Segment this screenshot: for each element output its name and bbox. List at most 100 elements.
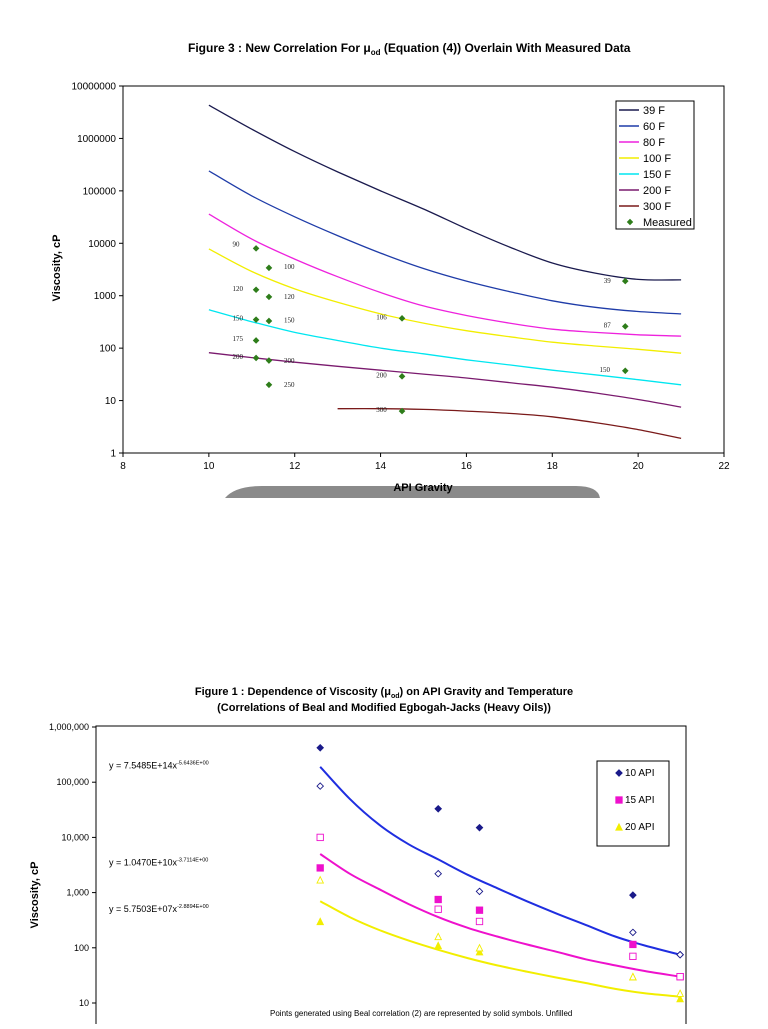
chart1-annotation-label: 250 bbox=[284, 381, 295, 389]
chart1-measured-point bbox=[265, 317, 273, 325]
chart2-equation: y = 1.0470E+10x-3.7114E+00 bbox=[109, 858, 208, 868]
chart1-measured-points bbox=[252, 245, 629, 415]
chart2-point-open-15api bbox=[316, 833, 324, 842]
chart2-point-solid-20api bbox=[475, 947, 484, 956]
chart1-x-tick-label: 16 bbox=[461, 461, 473, 472]
chart2-point-solid-20api bbox=[434, 941, 443, 950]
chart2-point-solid-10api bbox=[434, 804, 443, 813]
chart1-series-line-100f bbox=[208, 248, 682, 354]
chart1-measured-point bbox=[398, 407, 406, 415]
chart2-legend-label: 10 API bbox=[625, 768, 654, 779]
chart1-series-line-300f bbox=[337, 408, 682, 440]
chart1-annotation-label: 90 bbox=[232, 240, 240, 248]
chart2-point-open-15api bbox=[629, 952, 637, 961]
chart2-point-solid-10api bbox=[629, 891, 637, 899]
chart2-legend: 10 API 15 API 20 API bbox=[596, 760, 670, 847]
chart1-x-tick-label: 10 bbox=[203, 461, 215, 472]
chart2-legend-box bbox=[596, 760, 670, 847]
chart1-annotation-label: 87 bbox=[604, 322, 612, 330]
chart1-x-tick-label: 20 bbox=[633, 461, 645, 472]
chart1-y-tick-label: 100 bbox=[99, 344, 116, 355]
chart2-y-axis: 10 100 1,000 10,000 100,000 1,000,000 bbox=[49, 722, 96, 1008]
chart1-measured-point bbox=[621, 323, 629, 330]
chart1-y-tick-label: 10000 bbox=[88, 239, 116, 250]
chart2-point-open-15api bbox=[676, 973, 684, 981]
chart2-point-open-15api bbox=[434, 905, 442, 913]
chart1-measured-point bbox=[265, 264, 273, 272]
chart1-annotation-label: 120 bbox=[232, 285, 243, 293]
chart2-fit-line-20api bbox=[319, 900, 681, 998]
chart2-legend-label: 20 API bbox=[625, 822, 654, 833]
chart1-x-tick-label: 8 bbox=[120, 461, 126, 472]
chart1-annotations: 90 100 120 120 150 150 175 200 200 250 106 200 300 39… bbox=[232, 240, 611, 414]
chart2-legend-marker-10api bbox=[615, 769, 623, 777]
chart2-point-solid-20api bbox=[676, 994, 685, 1003]
chart2-point-open-10api bbox=[316, 782, 325, 790]
chart1-plot-area bbox=[122, 85, 725, 454]
chart2-point-solid-10api bbox=[475, 823, 484, 832]
chart1-x-axis: 8 10 12 14 16 18 20 22 bbox=[120, 453, 730, 472]
chart1-y-axis-label: Viscosity, cP bbox=[51, 235, 63, 302]
chart2-point-open-15api bbox=[475, 917, 484, 926]
chart1-y-tick-label: 1 bbox=[110, 449, 116, 460]
chart1-measured-point bbox=[621, 367, 629, 375]
chart1-overlay-bar bbox=[225, 486, 600, 498]
chart1-series-line-39f bbox=[208, 104, 682, 281]
chart2-point-solid-15api bbox=[316, 864, 324, 872]
chart2: Figure 1 : Dependence of Viscosity (μod)… bbox=[29, 686, 687, 1027]
chart1-measured-point bbox=[252, 245, 260, 252]
chart2-fit-lines bbox=[319, 766, 681, 998]
chart2-point-open-10api bbox=[475, 887, 484, 896]
chart1-series-line-80f bbox=[208, 213, 682, 337]
chart1-legend-label: Measured bbox=[643, 217, 692, 229]
chart1-annotation-label: 175 bbox=[232, 335, 243, 343]
chart1-annotation-label: 100 bbox=[284, 263, 295, 271]
chart1-x-axis-label: API Gravity bbox=[393, 482, 453, 494]
chart2-point-open-20api bbox=[434, 932, 443, 941]
chart2-point-open-10api bbox=[434, 869, 443, 878]
chart2-y-tick-label: 10,000 bbox=[61, 832, 89, 842]
chart1-legend-label: 39 F bbox=[643, 105, 665, 117]
chart1-legend-label: 200 F bbox=[643, 185, 671, 197]
chart1-x-tick-label: 14 bbox=[375, 461, 387, 472]
chart2-point-open-20api bbox=[628, 972, 637, 981]
chart1-legend-box bbox=[615, 100, 695, 230]
chart1-measured-point bbox=[621, 277, 629, 285]
chart1-x-tick-label: 22 bbox=[718, 461, 730, 472]
chart1-legend-measured-marker bbox=[626, 218, 634, 226]
chart1-annotation-label: 150 bbox=[284, 316, 295, 324]
chart1-measured-point bbox=[265, 357, 273, 364]
chart1-annotation-label: 300 bbox=[376, 406, 387, 414]
chart2-legend-marker-20api bbox=[615, 822, 623, 831]
chart1-annotation-label: 39 bbox=[604, 277, 612, 285]
chart1-legend-label: 150 F bbox=[643, 169, 671, 181]
chart2-point-solid-15api bbox=[434, 895, 442, 904]
chart1-series-line-60f bbox=[208, 170, 682, 315]
chart1-x-tick-label: 12 bbox=[289, 461, 301, 472]
chart2-point-solid-15api bbox=[475, 906, 484, 914]
chart1-annotation-label: 120 bbox=[284, 293, 295, 301]
chart1-measured-point bbox=[252, 286, 260, 294]
chart1-y-tick-label: 1000000 bbox=[77, 134, 116, 145]
chart2-point-solid-10api bbox=[316, 743, 325, 752]
chart1-annotation-label: 150 bbox=[232, 314, 243, 322]
chart2-equation: y = 7.5485E+14x-5.6436E+00 bbox=[109, 761, 209, 771]
chart2-point-open-20api bbox=[316, 875, 325, 884]
chart1-legend: 39 F 60 F 80 F 100 F 150 F 200 F 300 F Measured bbox=[615, 100, 695, 230]
chart1-legend-label: 300 F bbox=[643, 201, 671, 213]
chart2-points bbox=[316, 743, 685, 1003]
chart2-fit-line-15api bbox=[319, 853, 681, 978]
chart1-y-tick-label: 10 bbox=[105, 396, 117, 407]
chart2-point-open-20api bbox=[676, 989, 685, 997]
chart1-measured-point bbox=[265, 293, 273, 301]
chart2-point-solid-20api bbox=[316, 917, 325, 926]
chart1-measured-point bbox=[252, 354, 260, 362]
chart2-y-tick-label: 10 bbox=[79, 998, 89, 1008]
chart1-legend-label: 60 F bbox=[643, 121, 665, 133]
chart2-point-open-10api bbox=[629, 928, 637, 937]
chart1-annotation-label: 200 bbox=[232, 353, 243, 361]
chart1-y-tick-label: 10000000 bbox=[72, 82, 117, 93]
chart2-y-tick-label: 100,000 bbox=[56, 777, 89, 787]
chart2-title-line2: (Correlations of Beal and Modified Egbog… bbox=[217, 702, 551, 714]
chart1-y-tick-label: 1000 bbox=[94, 291, 117, 302]
